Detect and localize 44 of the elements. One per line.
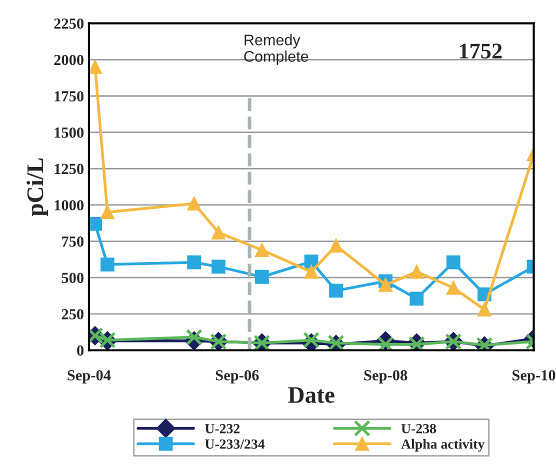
point: [304, 264, 318, 279]
x-tick-label: Sep-06: [216, 370, 259, 384]
point: [477, 302, 492, 317]
y-tick-label: 2000: [54, 54, 84, 66]
point: [100, 205, 114, 220]
point: [100, 258, 114, 272]
x-axis-title: Date: [288, 387, 334, 403]
y-tick-label: 2250: [54, 18, 84, 29]
y-tick-label: 1000: [54, 200, 84, 210]
x-tick-label: Sep-08: [364, 370, 408, 384]
point: [187, 255, 202, 270]
point: [88, 60, 102, 74]
point: [254, 243, 269, 257]
x-tick-label: Sep-10: [512, 370, 556, 384]
point: [410, 292, 424, 306]
y-tick-label: 1250: [54, 164, 84, 174]
point: [446, 280, 460, 295]
ref-line-label: Remedy Complete: [244, 34, 308, 65]
legend-label: U-238: [401, 424, 436, 434]
point: [329, 238, 343, 253]
y-tick-label: 250: [62, 309, 84, 320]
y-tick-label: 1500: [54, 127, 84, 138]
point: [446, 255, 460, 270]
legend-label: Alpha activity: [401, 439, 485, 452]
legend-label: U-233/234: [205, 439, 265, 449]
y-tick-label: 0: [77, 345, 84, 356]
point: [408, 336, 425, 350]
point: [88, 216, 102, 231]
point: [186, 328, 202, 346]
y-tick-label: 500: [62, 272, 84, 284]
x-tick-label: Sep-04: [68, 370, 111, 384]
y-axis-title: pCi/L: [26, 158, 48, 216]
point: [254, 270, 269, 284]
point: [410, 264, 424, 279]
y-tick-label: 750: [62, 236, 84, 247]
y-tick-label: 1750: [54, 91, 84, 102]
legend-label: U-232: [205, 424, 240, 434]
point: [378, 278, 393, 292]
point: [329, 284, 343, 298]
annotation: 1752: [460, 44, 502, 59]
point: [187, 196, 202, 210]
point: [212, 260, 226, 274]
point: [212, 226, 226, 240]
point: [377, 336, 394, 350]
